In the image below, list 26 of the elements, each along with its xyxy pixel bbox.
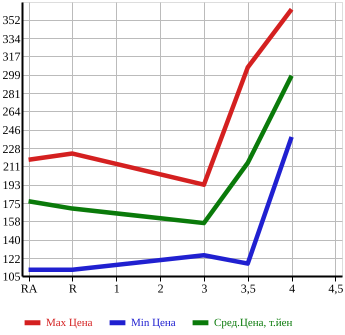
y-tick-label: 281 — [2, 86, 20, 101]
legend-label: Min Цена — [131, 316, 176, 329]
y-tick-label: 246 — [2, 123, 20, 138]
legend-label: Max Цена — [46, 316, 93, 329]
y-tick-label: 334 — [2, 32, 20, 46]
x-tick-label: 2 — [158, 282, 164, 296]
y-tick-label: 140 — [2, 233, 20, 248]
x-tick-label: RA — [20, 282, 38, 296]
x-tick-label: 4 — [289, 282, 296, 296]
x-tick-label: R — [68, 282, 77, 296]
y-tick-label: 228 — [2, 142, 20, 156]
y-tick-label: 175 — [2, 196, 20, 211]
x-tick-label: 3 — [201, 282, 208, 296]
y-tick-label: 211 — [2, 159, 20, 174]
y-tick-label: 352 — [2, 13, 20, 28]
legend-label: Сред.Цена, т.йен — [214, 316, 293, 329]
y-tick-label: 264 — [2, 104, 20, 118]
x-tick-label: 4,5 — [328, 282, 344, 296]
x-tick-label: 1 — [114, 282, 120, 296]
y-tick-label: 299 — [2, 68, 20, 82]
y-tick-label: 158 — [2, 214, 20, 228]
y-tick-label: 105 — [2, 270, 20, 284]
y-tick-label: 122 — [2, 252, 20, 266]
x-tick-label: 3,5 — [240, 282, 256, 296]
y-tick-label: 193 — [2, 178, 20, 192]
y-tick-label: 317 — [2, 49, 20, 64]
